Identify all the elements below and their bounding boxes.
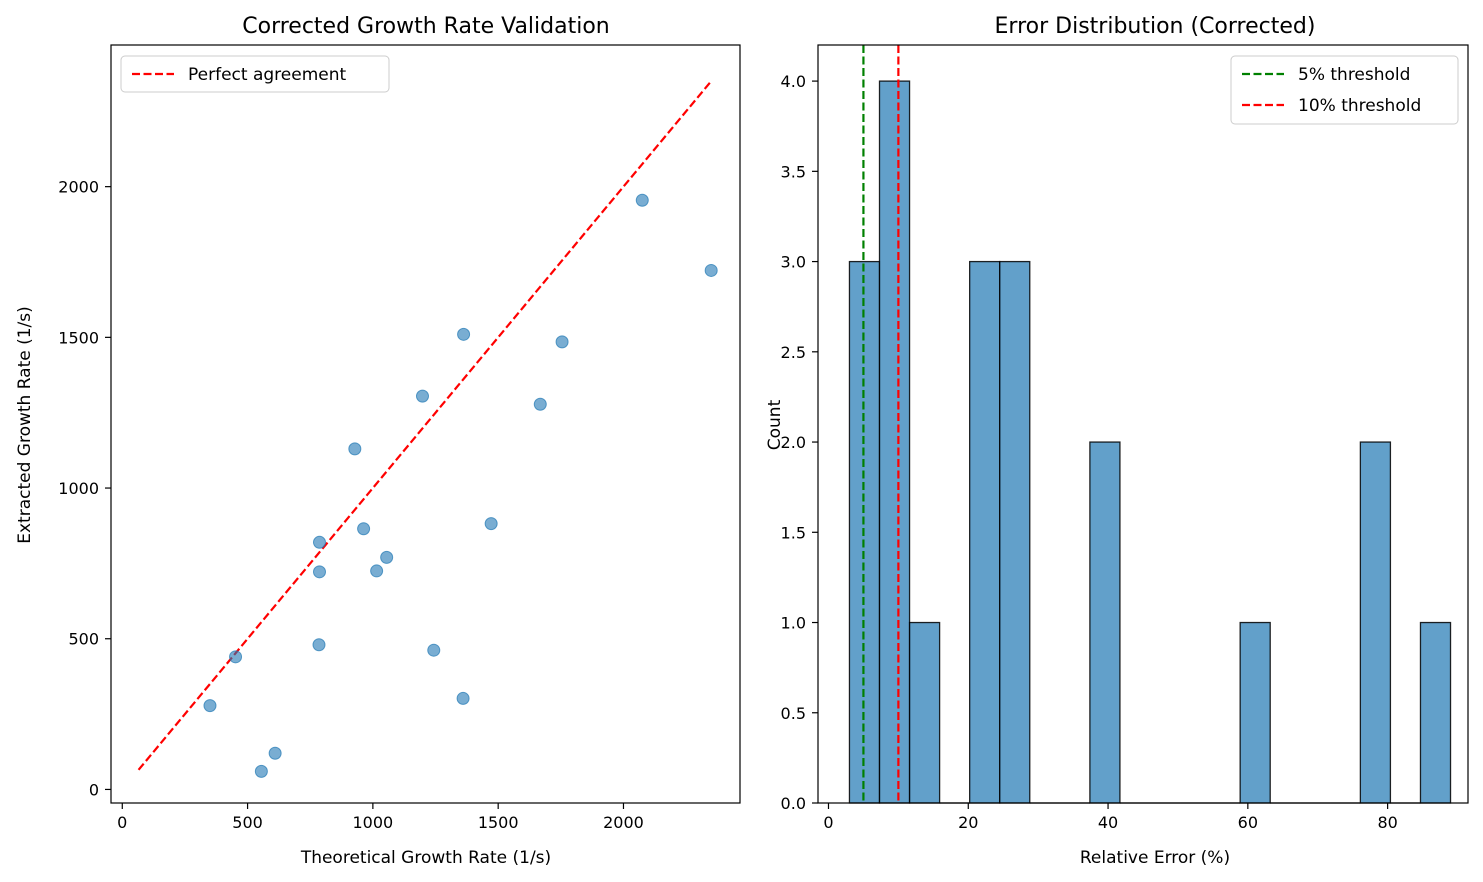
histogram-bar xyxy=(1359,441,1392,804)
data-point xyxy=(229,650,243,664)
y-tick-label: 500 xyxy=(68,630,99,649)
data-point xyxy=(484,517,498,531)
data-point xyxy=(203,699,217,713)
y-tick-label: 1500 xyxy=(58,328,99,347)
data-point xyxy=(357,522,371,536)
data-point xyxy=(312,638,326,652)
histogram-plot-area: 0 20 40 60 80 0.0 0.5 1.0 1.5 2.0 2.5 3.0 3.5 4.0 xyxy=(781,44,1469,832)
x-tick-label: 1000 xyxy=(353,813,394,832)
y-tick-label: 0.5 xyxy=(781,704,806,723)
data-point xyxy=(380,550,394,564)
data-point xyxy=(555,335,569,349)
x-tick-label: 60 xyxy=(1238,813,1258,832)
legend-box xyxy=(1230,55,1459,125)
histogram-bar xyxy=(1089,441,1121,804)
histogram-legend: 5% threshold 10% threshold xyxy=(1230,55,1459,125)
histogram-bar xyxy=(969,260,1001,804)
plot-frame xyxy=(110,44,741,804)
data-point xyxy=(348,442,362,456)
x-tick-label: 2000 xyxy=(603,813,644,832)
histogram-bar xyxy=(1419,621,1452,804)
data-point xyxy=(635,193,649,207)
data-point xyxy=(370,564,384,578)
x-tick-label: 1500 xyxy=(478,813,519,832)
x-tick-label: 20 xyxy=(958,813,978,832)
data-point xyxy=(704,263,718,277)
y-tick-label: 4.0 xyxy=(781,72,806,91)
data-point xyxy=(457,327,471,341)
data-point xyxy=(456,691,470,705)
legend-label: 5% threshold xyxy=(1298,65,1410,85)
histogram-chart-title: Error Distribution (Corrected) xyxy=(995,14,1316,39)
x-tick-label: 500 xyxy=(232,813,263,832)
x-tick-label: 80 xyxy=(1377,813,1397,832)
histogram-bar xyxy=(908,621,941,804)
y-tick-label: 1000 xyxy=(58,479,99,498)
y-tick-label: 1.5 xyxy=(781,523,806,542)
data-point xyxy=(312,565,326,579)
scatter-plot-area: 0 500 1000 1500 2000 0 500 1000 1500 2000 xyxy=(58,44,741,832)
y-tick-label: 2.0 xyxy=(781,433,806,452)
histogram-bar xyxy=(1239,621,1271,804)
y-tick-label: 0 xyxy=(89,780,99,799)
histogram-x-axis-label: Relative Error (%) xyxy=(1080,848,1230,868)
y-tick-label: 2000 xyxy=(58,178,99,197)
plot-frame xyxy=(817,44,1469,804)
data-point xyxy=(533,397,547,411)
y-tick-label: 2.5 xyxy=(781,343,806,362)
histogram-chart: Error Distribution (Corrected) 0 20 40 60 80… xyxy=(765,14,1469,868)
y-tick-label: 3.5 xyxy=(781,162,806,181)
histogram-bar xyxy=(878,80,911,804)
data-point xyxy=(415,389,429,403)
x-tick-label: 40 xyxy=(1098,813,1118,832)
y-tick-label: 3.0 xyxy=(781,253,806,272)
histogram-y-axis-label: Count xyxy=(765,399,785,450)
legend-box xyxy=(120,55,390,93)
x-tick-label: 0 xyxy=(117,813,127,832)
legend-label: Perfect agreement xyxy=(188,65,346,85)
data-point xyxy=(427,643,441,657)
y-tick-label: 1.0 xyxy=(781,614,806,633)
data-point xyxy=(312,535,326,549)
scatter-chart: Corrected Growth Rate Validation 0 500 100… xyxy=(15,14,741,868)
legend-label: 10% threshold xyxy=(1298,96,1421,116)
y-tick-label: 0.0 xyxy=(781,794,806,813)
data-point xyxy=(254,764,268,778)
perfect-agreement-line xyxy=(137,80,713,771)
scatter-y-axis-label: Extracted Growth Rate (1/s) xyxy=(15,306,35,544)
x-tick-label: 0 xyxy=(823,813,833,832)
scatter-chart-title: Corrected Growth Rate Validation xyxy=(242,14,610,39)
scatter-legend: Perfect agreement xyxy=(120,55,390,93)
data-point xyxy=(268,746,282,760)
scatter-x-axis-label: Theoretical Growth Rate (1/s) xyxy=(300,848,551,868)
histogram-bar xyxy=(999,260,1031,804)
